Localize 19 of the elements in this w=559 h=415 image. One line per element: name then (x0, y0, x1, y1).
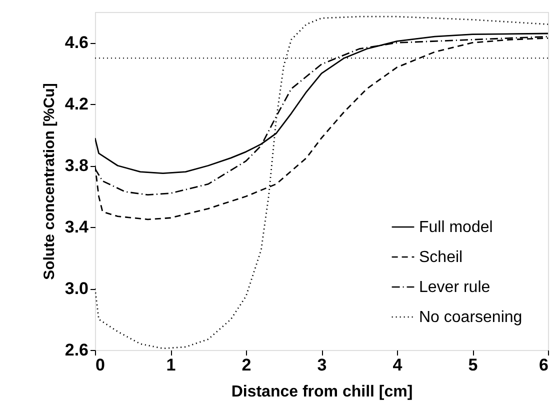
x-tick-label: 3 (317, 356, 327, 374)
legend-label: Lever rule (419, 279, 490, 296)
legend-label: No coarsening (419, 309, 522, 326)
legend-label: Scheil (419, 249, 463, 266)
y-axis-title: Solute concentration [%Cu] (40, 83, 58, 280)
y-tick-label: 4.6 (64, 33, 88, 52)
x-tick-label: 6 (539, 356, 548, 374)
x-tick-label: 1 (166, 356, 176, 374)
x-tick-label: 5 (468, 356, 478, 374)
y-tick-label: 3.4 (64, 218, 90, 237)
x-axis-title: Distance from chill [cm] (231, 384, 413, 400)
x-tick-label: 0 (96, 356, 105, 374)
y-tick-label: 4.2 (64, 94, 88, 114)
x-tick-label: 4 (392, 356, 403, 374)
y-tick-label: 2.6 (64, 340, 88, 360)
x-tick-label: 2 (242, 356, 252, 374)
y-tick-label: 3.0 (64, 279, 88, 298)
y-tick-label: 3.8 (64, 156, 88, 176)
legend-label: Full model (419, 219, 493, 236)
